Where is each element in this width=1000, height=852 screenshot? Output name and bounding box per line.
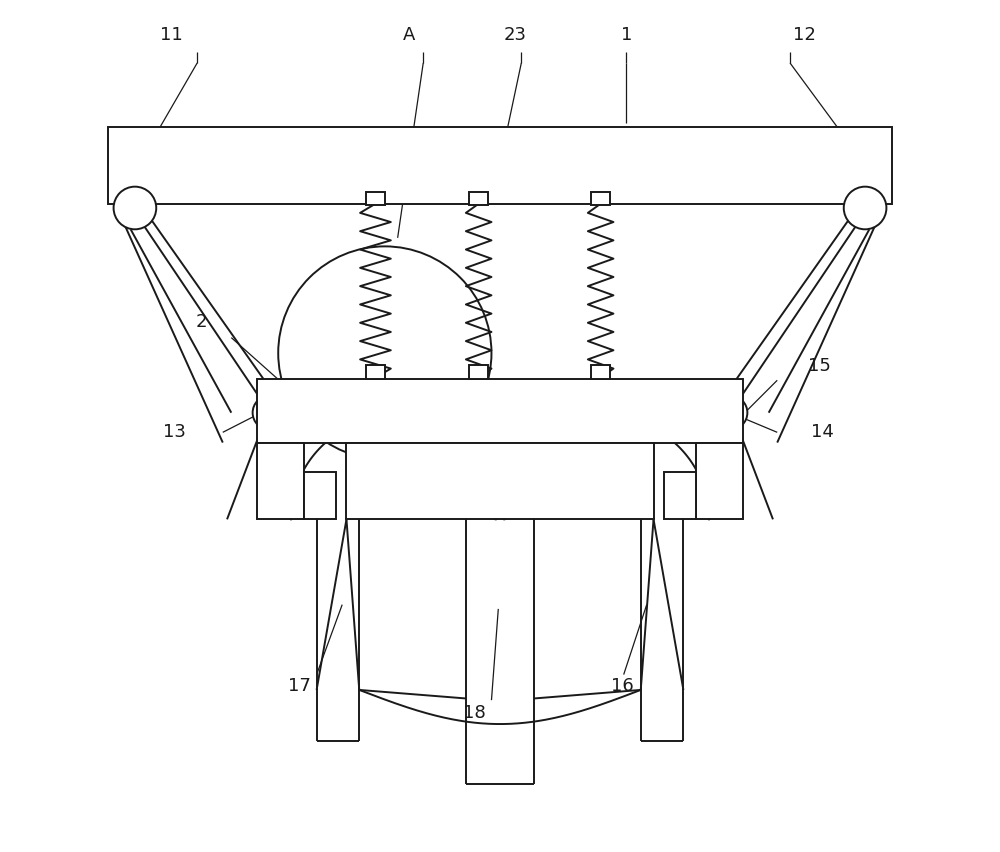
Bar (304, 473, 336, 520)
Bar (346, 443, 654, 520)
Text: A: A (403, 26, 415, 44)
Bar (591, 193, 610, 206)
Text: 2: 2 (196, 313, 207, 331)
Circle shape (844, 187, 886, 230)
Text: 1: 1 (621, 26, 632, 44)
Text: 11: 11 (160, 26, 183, 44)
Text: 15: 15 (808, 357, 831, 375)
Text: 18: 18 (463, 704, 486, 722)
Bar (469, 366, 488, 379)
Bar (591, 366, 610, 379)
Bar (664, 473, 696, 520)
Bar (257, 379, 743, 443)
Text: 16: 16 (611, 676, 633, 694)
Text: 17: 17 (288, 676, 311, 694)
Text: 14: 14 (811, 423, 834, 440)
Bar (257, 443, 304, 520)
Text: 12: 12 (793, 26, 816, 44)
Circle shape (253, 396, 287, 430)
Circle shape (278, 247, 491, 460)
Circle shape (713, 396, 747, 430)
Text: 13: 13 (163, 423, 186, 440)
Bar (469, 193, 488, 206)
Text: 23: 23 (504, 26, 527, 44)
Bar (108, 128, 892, 204)
Bar (366, 193, 385, 206)
Bar (366, 366, 385, 379)
Bar (696, 443, 743, 520)
Circle shape (114, 187, 156, 230)
